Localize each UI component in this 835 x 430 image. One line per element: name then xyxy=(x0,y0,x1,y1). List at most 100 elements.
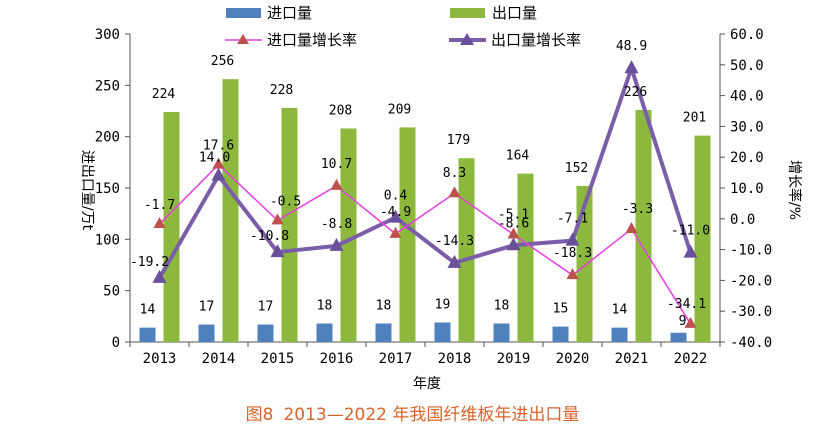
figure-number: 图8 xyxy=(245,405,274,425)
bar-export xyxy=(340,128,357,342)
bars xyxy=(139,79,711,343)
data-label-export: 228 xyxy=(270,83,293,98)
bar-export xyxy=(458,158,475,342)
y-tick-label: 200 xyxy=(95,130,120,146)
bar-import xyxy=(257,324,274,342)
x-tick-label: 2021 xyxy=(615,351,649,367)
marker-import-growth xyxy=(212,157,225,169)
data-label-export-growth: -8.8 xyxy=(321,217,352,232)
data-label-export-growth: -11.0 xyxy=(671,224,710,239)
data-label-import-growth: -18.3 xyxy=(553,246,592,261)
y2-tick-label: -30.0 xyxy=(730,304,772,320)
data-label-export: 208 xyxy=(329,103,352,118)
data-label-export-growth: -8.6 xyxy=(498,216,529,231)
data-label-import: 18 xyxy=(494,299,510,314)
marker-import-growth xyxy=(330,178,343,190)
data-label-import-growth: 17.6 xyxy=(203,139,234,154)
data-label-export: 209 xyxy=(388,102,411,117)
data-label-import-growth: -4.9 xyxy=(380,205,411,220)
data-label-export-growth: 48.9 xyxy=(616,39,647,54)
y-axis-title: 进出口量/万t xyxy=(79,150,95,231)
legend-label-import: 进口量 xyxy=(267,4,312,22)
figure-title: 2013—2022 年我国纤维板年进出口量 xyxy=(283,405,580,425)
legend-label-export-growth: 出口量增长率 xyxy=(491,31,581,49)
x-tick-label: 2018 xyxy=(438,351,472,367)
marker-export-growth xyxy=(329,237,344,251)
data-label-export: 226 xyxy=(624,85,647,100)
y2-tick-label: 40.0 xyxy=(730,89,764,105)
x-axis-title: 年度 xyxy=(413,376,441,392)
y-tick-label: 50 xyxy=(103,284,120,300)
lines xyxy=(152,60,698,328)
y2-tick-label: 60.0 xyxy=(730,27,764,43)
marker-export-growth xyxy=(211,167,226,181)
marker-import-growth xyxy=(625,221,638,233)
legend-swatch-import xyxy=(226,8,261,18)
marker-export-growth xyxy=(565,232,580,246)
legend-label-export: 出口量 xyxy=(492,4,537,22)
data-label-export: 164 xyxy=(506,149,530,164)
axes: 0 50 100 150 200 250 300 -40.0 -30.0 -20.0 -10.0 0.… xyxy=(95,27,772,367)
data-label-export-growth: -7.1 xyxy=(557,212,588,227)
data-label-export: 256 xyxy=(211,54,234,69)
y-tick-label: 0 xyxy=(112,335,120,351)
marker-import-growth xyxy=(389,226,402,238)
bar-export xyxy=(163,112,180,342)
data-label-import: 17 xyxy=(258,300,274,315)
marker-export-growth xyxy=(152,269,167,283)
bar-export xyxy=(281,107,298,342)
data-label-import-growth: 8.3 xyxy=(443,166,466,181)
x-tick-label: 2015 xyxy=(261,351,295,367)
data-label-import: 19 xyxy=(435,297,451,312)
data-label-export: 152 xyxy=(565,161,588,176)
data-label-import-growth: 10.7 xyxy=(321,157,352,172)
data-label-export: 201 xyxy=(683,111,706,126)
marker-export-growth xyxy=(447,254,462,268)
legend: 进口量 出口量 进口量增长率 出口量增长率 xyxy=(225,4,581,49)
y2-tick-label: 10.0 xyxy=(730,181,764,197)
marker-export-growth xyxy=(388,209,403,223)
marker-import-growth xyxy=(153,217,166,229)
bar-import xyxy=(316,323,333,342)
x-tick-label: 2016 xyxy=(320,351,354,367)
x-tick-label: 2014 xyxy=(202,351,236,367)
legend-marker-import-growth xyxy=(237,34,249,44)
data-label-import-growth: -1.7 xyxy=(144,198,175,213)
bar-export xyxy=(694,135,711,342)
bar-import xyxy=(434,322,451,342)
data-label-import: 18 xyxy=(317,299,333,314)
marker-export-growth xyxy=(683,244,698,258)
y2-tick-label: 0.0 xyxy=(730,212,755,228)
x-tick-label: 2020 xyxy=(556,351,590,367)
chart-svg: 进口量 出口量 进口量增长率 出口量增长率 0 50 100 150 200 250 300… xyxy=(79,4,803,392)
bar-import xyxy=(493,323,510,342)
x-tick-label: 2017 xyxy=(379,351,413,367)
bar-export xyxy=(576,185,593,342)
marker-import-growth xyxy=(566,268,579,280)
data-label-export-growth: 14.0 xyxy=(199,151,230,166)
data-labels: 14 17 17 18 18 19 18 15 14 9 224 256 228 208 209 179 164… xyxy=(130,39,710,329)
x-tick-label: 2019 xyxy=(497,351,531,367)
y2-tick-label: -20.0 xyxy=(730,273,772,289)
y-tick-label: 100 xyxy=(95,232,120,248)
marker-export-growth xyxy=(624,60,639,74)
marker-export-growth xyxy=(270,244,285,258)
data-label-import: 18 xyxy=(376,299,392,314)
data-label-export-growth: -10.8 xyxy=(250,229,289,244)
legend-marker-export-growth xyxy=(460,33,474,45)
marker-import-growth xyxy=(448,186,461,198)
marker-export-growth xyxy=(506,237,521,251)
data-label-import: 9 xyxy=(679,314,687,329)
data-label-export-growth: 0.4 xyxy=(384,189,408,204)
bar-import xyxy=(670,332,687,342)
y-tick-label: 250 xyxy=(95,78,120,94)
data-label-export-growth: -14.3 xyxy=(435,234,474,249)
y2-tick-label: -10.0 xyxy=(730,243,772,259)
bar-export xyxy=(222,79,239,342)
bar-import xyxy=(552,326,569,342)
x-tick-label: 2022 xyxy=(674,351,708,367)
data-label-import: 17 xyxy=(199,300,215,315)
legend-swatch-export xyxy=(450,8,485,18)
line-export-growth xyxy=(157,66,693,279)
data-label-import: 14 xyxy=(612,303,628,318)
